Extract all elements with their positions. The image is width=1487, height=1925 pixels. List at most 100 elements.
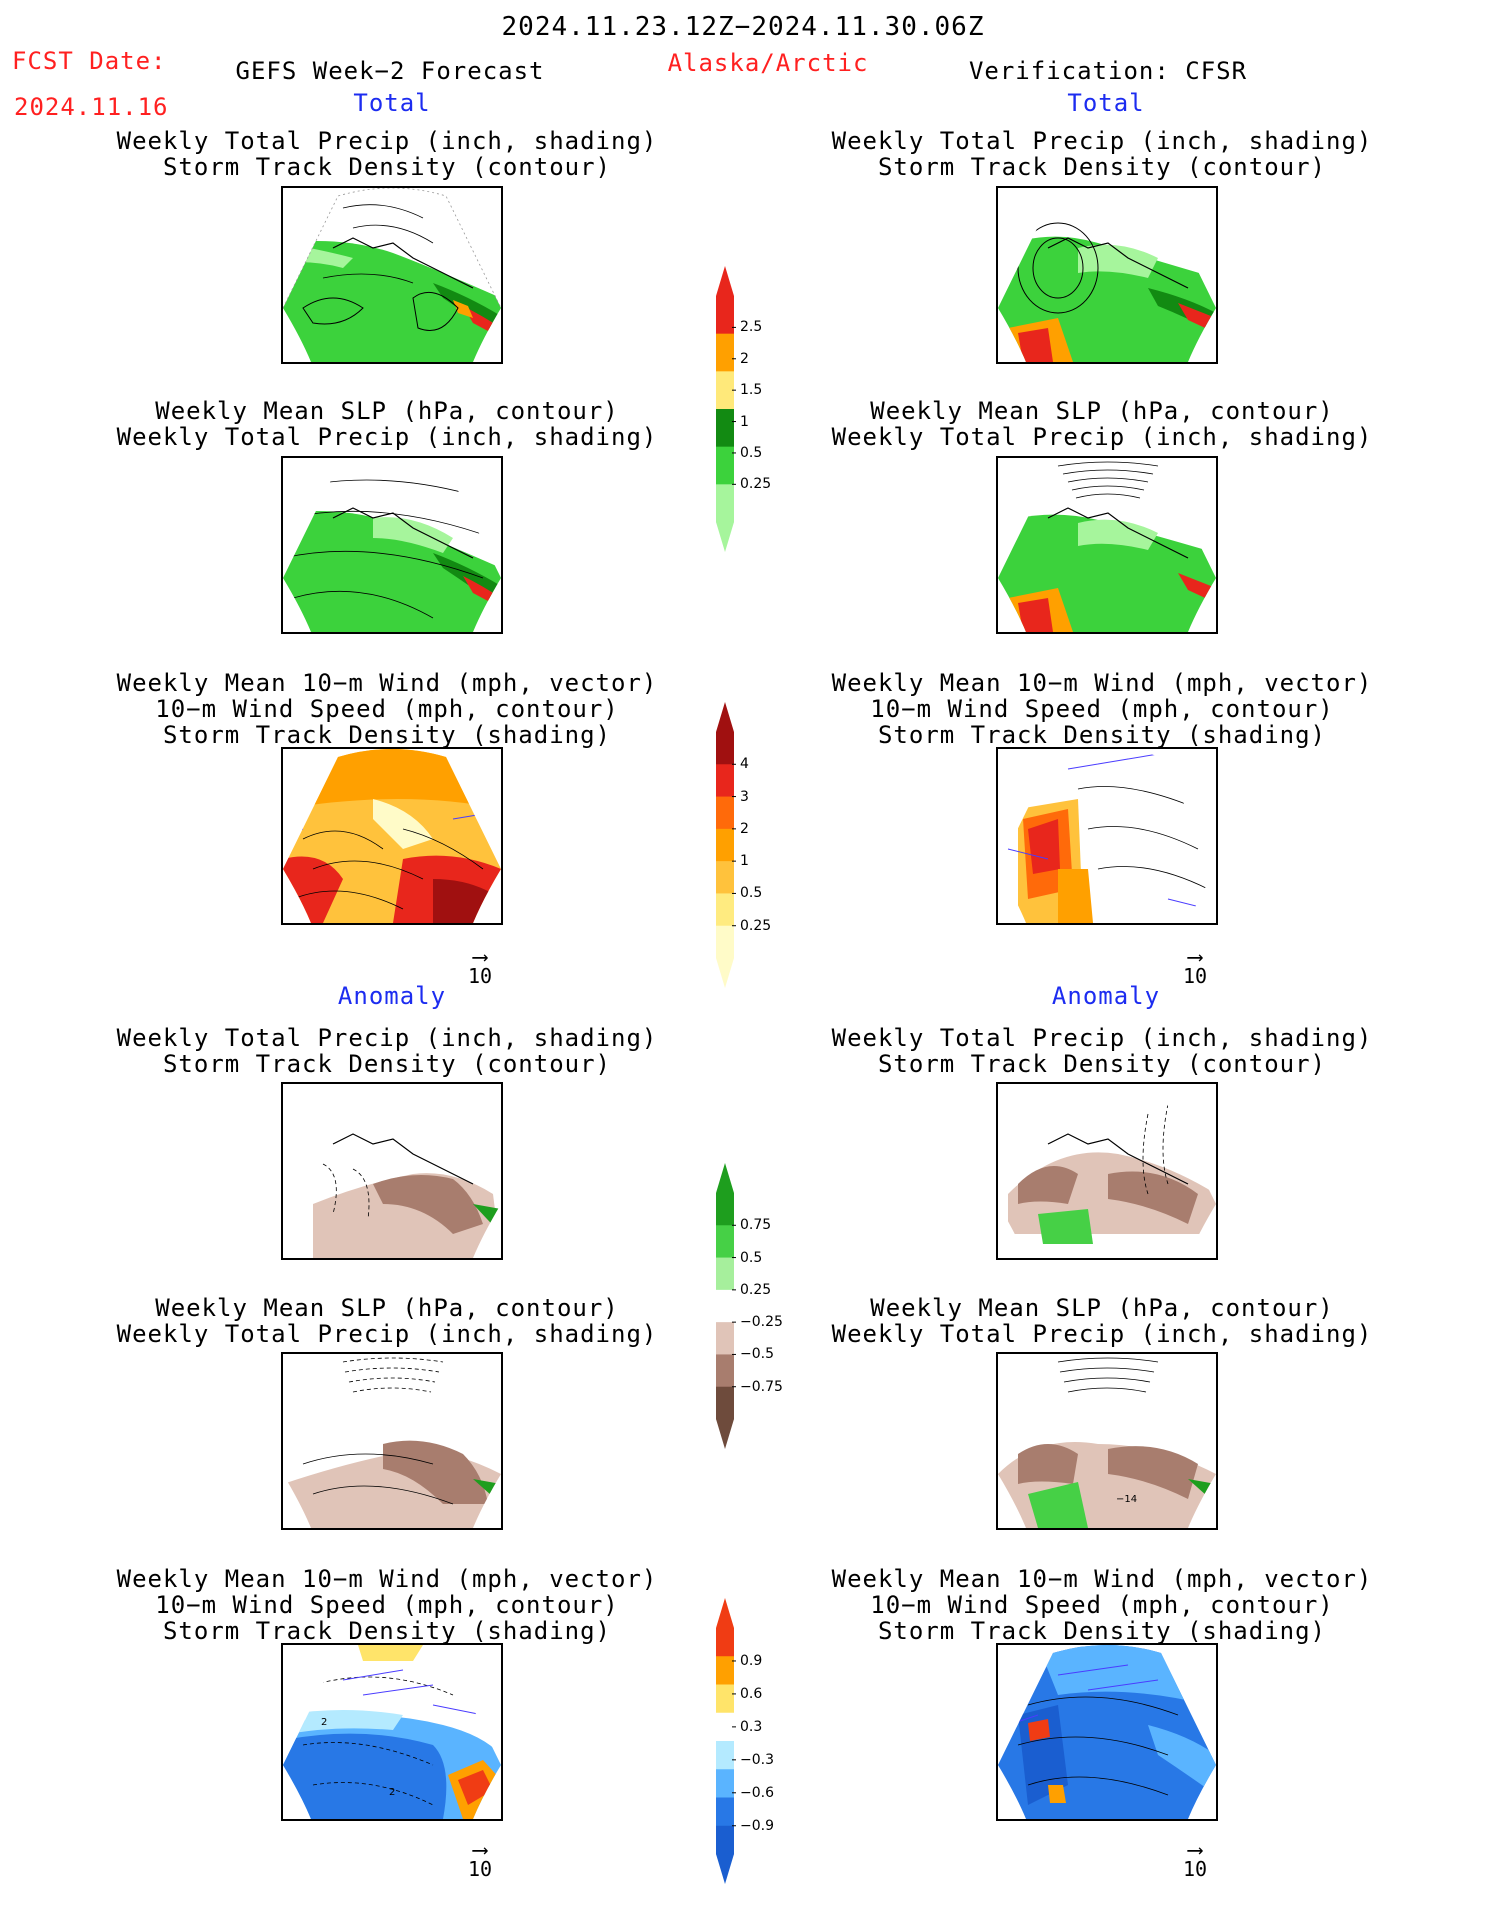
colorbar-tick-label: 0.25 — [740, 917, 772, 934]
title-anom-precip-right: Weekly Total Precip (inch, shading) Storm… — [832, 1025, 1373, 1077]
colorbar-swatch — [716, 1628, 734, 1657]
colorbar-swatches — [716, 702, 736, 988]
title-line: 10−m Wind Speed (mph, contour) — [870, 695, 1334, 723]
map-value-label: −14 — [1116, 1494, 1137, 1505]
title-total-wind-left: Weekly Mean 10−m Wind (mph, vector) 10−m … — [117, 670, 658, 748]
map-anom-slp-forecast — [281, 1352, 503, 1530]
title-line: Weekly Total Precip (inch, shading) — [116, 423, 658, 451]
vector-reference-total-left: ⟶ 10 — [467, 945, 493, 988]
colorbar-swatch — [716, 828, 734, 862]
colorbar-tick-label: −0.25 — [740, 1314, 783, 1331]
title-line: Weekly Mean 10−m Wind (mph, vector) — [831, 1565, 1373, 1593]
colorbar-tick-label: −0.6 — [740, 1784, 774, 1801]
colorbar-tick-label: 0.75 — [740, 1217, 772, 1234]
colorbar-swatch — [716, 1193, 734, 1226]
title-line: Weekly Total Precip (inch, shading) — [116, 1320, 658, 1348]
title-anom-slp-left: Weekly Mean SLP (hPa, contour) Weekly Tot… — [117, 1295, 658, 1347]
title-line: Weekly Total Precip (inch, shading) — [831, 1320, 1373, 1348]
colorbar-swatch — [716, 925, 734, 959]
colorbar-tick-label: 3 — [740, 788, 749, 805]
vector-reference-anom-right: ⟶ 10 — [1182, 1838, 1208, 1881]
colorbar-tick-label: 2.5 — [740, 319, 763, 336]
arrow-right-icon: ⟶ — [1188, 945, 1202, 970]
fcst-date-label: FCST Date: — [12, 47, 167, 75]
title-line: Storm Track Density (shading) — [162, 721, 612, 749]
map-total-wind-verification — [996, 747, 1218, 925]
colorbar-swatch — [716, 732, 734, 765]
colorbar-tick-label: 0.25 — [740, 476, 772, 493]
colorbar-cap-top — [716, 266, 734, 296]
title-line: Weekly Total Precip (inch, shading) — [831, 423, 1373, 451]
colorbar-swatch — [716, 861, 734, 894]
colorbar-swatch — [716, 1769, 734, 1798]
title-line: 10−m Wind Speed (mph, contour) — [155, 695, 619, 723]
section-anomaly-left: Anomaly — [337, 982, 447, 1010]
colorbar-tick-label: 1.5 — [740, 382, 763, 399]
colorbar-swatch — [716, 764, 734, 798]
colorbar-tick-label: 4 — [740, 756, 749, 773]
colorbar-swatch — [716, 1656, 734, 1685]
colorbar-cap-bottom — [716, 1854, 734, 1884]
title-line: Weekly Total Precip (inch, shading) — [116, 127, 658, 155]
map-total-precip-verification — [996, 186, 1218, 364]
colorbar-tick-label: 0.6 — [740, 1685, 763, 1702]
colorbar-swatches — [716, 1163, 736, 1449]
colorbar-swatch — [716, 1354, 734, 1388]
colorbar-swatch — [716, 333, 734, 372]
title-line: Storm Track Density (contour) — [877, 153, 1327, 181]
verification-label: Verification: CFSR — [968, 57, 1248, 85]
map-total-slp-verification — [996, 456, 1218, 634]
colorbar-swatch — [716, 893, 734, 927]
colorbar-cap-top — [716, 1163, 734, 1193]
title-total-slp-right: Weekly Mean SLP (hPa, contour) Weekly Tot… — [832, 398, 1373, 450]
title-line: Weekly Mean 10−m Wind (mph, vector) — [116, 669, 658, 697]
date-range-title: 2024.11.23.12Z−2024.11.30.06Z — [501, 12, 985, 42]
title-line: Storm Track Density (contour) — [162, 153, 612, 181]
colorbar-swatch — [716, 409, 734, 448]
colorbar-tick-label: 0.5 — [740, 885, 763, 902]
title-anom-slp-right: Weekly Mean SLP (hPa, contour) Weekly Tot… — [832, 1295, 1373, 1347]
colorbar-tick-label: 0.3 — [740, 1718, 763, 1735]
colorbar-swatch — [716, 371, 734, 410]
colorbar-swatch — [716, 296, 734, 335]
colorbar-cap-top — [716, 702, 734, 732]
title-line: Storm Track Density (shading) — [877, 1617, 1327, 1645]
colorbar-swatch — [716, 1225, 734, 1259]
title-total-wind-right: Weekly Mean 10−m Wind (mph, vector) 10−m … — [832, 670, 1373, 748]
title-line: Weekly Mean SLP (hPa, contour) — [870, 1294, 1334, 1322]
colorbar-tick-label: 0.5 — [740, 1249, 763, 1266]
colorbar-swatch — [716, 1289, 734, 1323]
colorbar-anomaly-storm-track: 0.9 0.6 0.3 −0.3 −0.6 −0.9 — [716, 1598, 806, 1884]
colorbar-swatch — [716, 1257, 734, 1291]
title-anom-wind-right: Weekly Mean 10−m Wind (mph, vector) 10−m … — [832, 1566, 1373, 1644]
colorbar-cap-top — [716, 1598, 734, 1628]
colorbar-tick-label: 1 — [740, 413, 749, 430]
section-total-left: Total — [353, 89, 431, 117]
colorbar-tick-label: 1 — [740, 853, 749, 870]
title-line: Weekly Mean 10−m Wind (mph, vector) — [116, 1565, 658, 1593]
arrow-right-icon: ⟶ — [1188, 1838, 1202, 1863]
colorbar-swatch — [716, 446, 734, 485]
map-value-label: 2 — [321, 1717, 327, 1728]
colorbar-swatch — [716, 796, 734, 830]
map-value-label: 2 — [389, 1787, 395, 1798]
colorbar-swatch — [716, 1386, 734, 1420]
title-line: Weekly Total Precip (inch, shading) — [831, 127, 1373, 155]
map-total-precip-forecast — [281, 186, 503, 364]
fcst-date-value: 2024.11.16 — [14, 93, 169, 121]
colorbar-tick-label: −0.3 — [740, 1751, 774, 1768]
colorbar-swatch — [716, 1712, 734, 1742]
colorbar-tick-label: 2 — [740, 820, 749, 837]
colorbar-swatch — [716, 1684, 734, 1714]
colorbar-swatch — [716, 1741, 734, 1770]
arrow-right-icon: ⟶ — [473, 1838, 487, 1863]
title-line: Storm Track Density (contour) — [162, 1050, 612, 1078]
map-anom-wind-verification — [996, 1643, 1218, 1821]
colorbar-tick-label: 2 — [740, 350, 749, 367]
title-line: Storm Track Density (shading) — [877, 721, 1327, 749]
colorbar-cap-bottom — [716, 522, 734, 552]
title-anom-wind-left: Weekly Mean 10−m Wind (mph, vector) 10−m … — [117, 1566, 658, 1644]
colorbar-swatches — [716, 1598, 736, 1884]
arrow-right-icon: ⟶ — [473, 945, 487, 970]
title-line: Weekly Mean SLP (hPa, contour) — [870, 397, 1334, 425]
